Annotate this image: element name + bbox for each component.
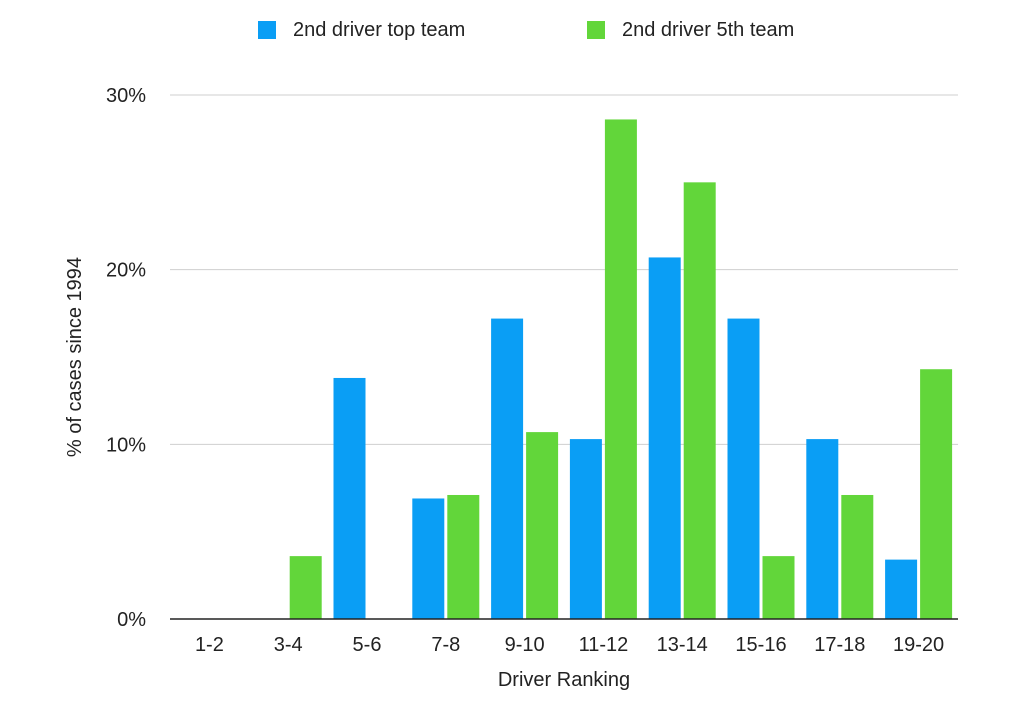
bar-top-team-17-18: [806, 439, 839, 619]
x-tick-label: 5-6: [353, 634, 382, 656]
x-tick-label: 7-8: [431, 634, 460, 656]
bar-5th-team-15-16: [762, 556, 795, 619]
legend-swatch-5th-team: [587, 21, 605, 39]
bar-top-team-5-6: [333, 377, 366, 619]
bars: [289, 119, 953, 620]
bar-top-team-13-14: [648, 257, 681, 619]
legend-label-5th-team: 2nd driver 5th team: [622, 18, 795, 41]
bar-5th-team-7-8: [447, 494, 480, 619]
y-tick-label: 30%: [106, 85, 146, 107]
axes: 0% 10% 20% 30% 1-2 3-4 5-6 7-8 9-10 11-12 13-14 15-…: [106, 85, 958, 656]
gridlines: [170, 94, 958, 445]
bar-top-team-11-12: [569, 439, 602, 619]
legend-label-top-team: 2nd driver top team: [293, 18, 466, 41]
legend-item-5th-team: 2nd driver 5th team: [587, 14, 794, 46]
y-axis-label: % of cases since 1994: [64, 257, 86, 457]
bar-top-team-19-20: [885, 559, 918, 619]
bar-5th-team-17-18: [841, 494, 874, 619]
x-tick-label: 1-2: [195, 634, 224, 656]
x-tick-label: 19-20: [893, 634, 944, 656]
bar-5th-team-11-12: [604, 119, 637, 619]
x-tick-label: 9-10: [505, 634, 545, 656]
y-tick-label: 10%: [106, 434, 146, 456]
x-tick-label: 3-4: [274, 634, 303, 656]
x-axis-label: Driver Ranking: [498, 669, 630, 691]
bar-5th-team-13-14: [683, 182, 716, 620]
bar-top-team-15-16: [727, 318, 760, 619]
x-tick-label: 15-16: [735, 634, 786, 656]
x-tick-label: 11-12: [579, 634, 629, 656]
bar-5th-team-9-10: [526, 432, 559, 619]
legend-item-top-team: 2nd driver top team: [258, 14, 465, 46]
bar-5th-team-19-20: [920, 369, 953, 619]
legend: 2nd driver top team 2nd driver 5th team: [0, 14, 1024, 46]
legend-swatch-top-team: [258, 21, 276, 39]
bar-top-team-9-10: [491, 318, 524, 619]
y-tick-label: 20%: [106, 260, 146, 282]
bar-top-team-7-8: [412, 498, 445, 619]
y-tick-label: 0%: [117, 609, 146, 631]
bar-5th-team-3-4: [289, 556, 322, 619]
x-tick-label: 13-14: [657, 634, 708, 656]
x-tick-label: 17-18: [814, 634, 865, 656]
